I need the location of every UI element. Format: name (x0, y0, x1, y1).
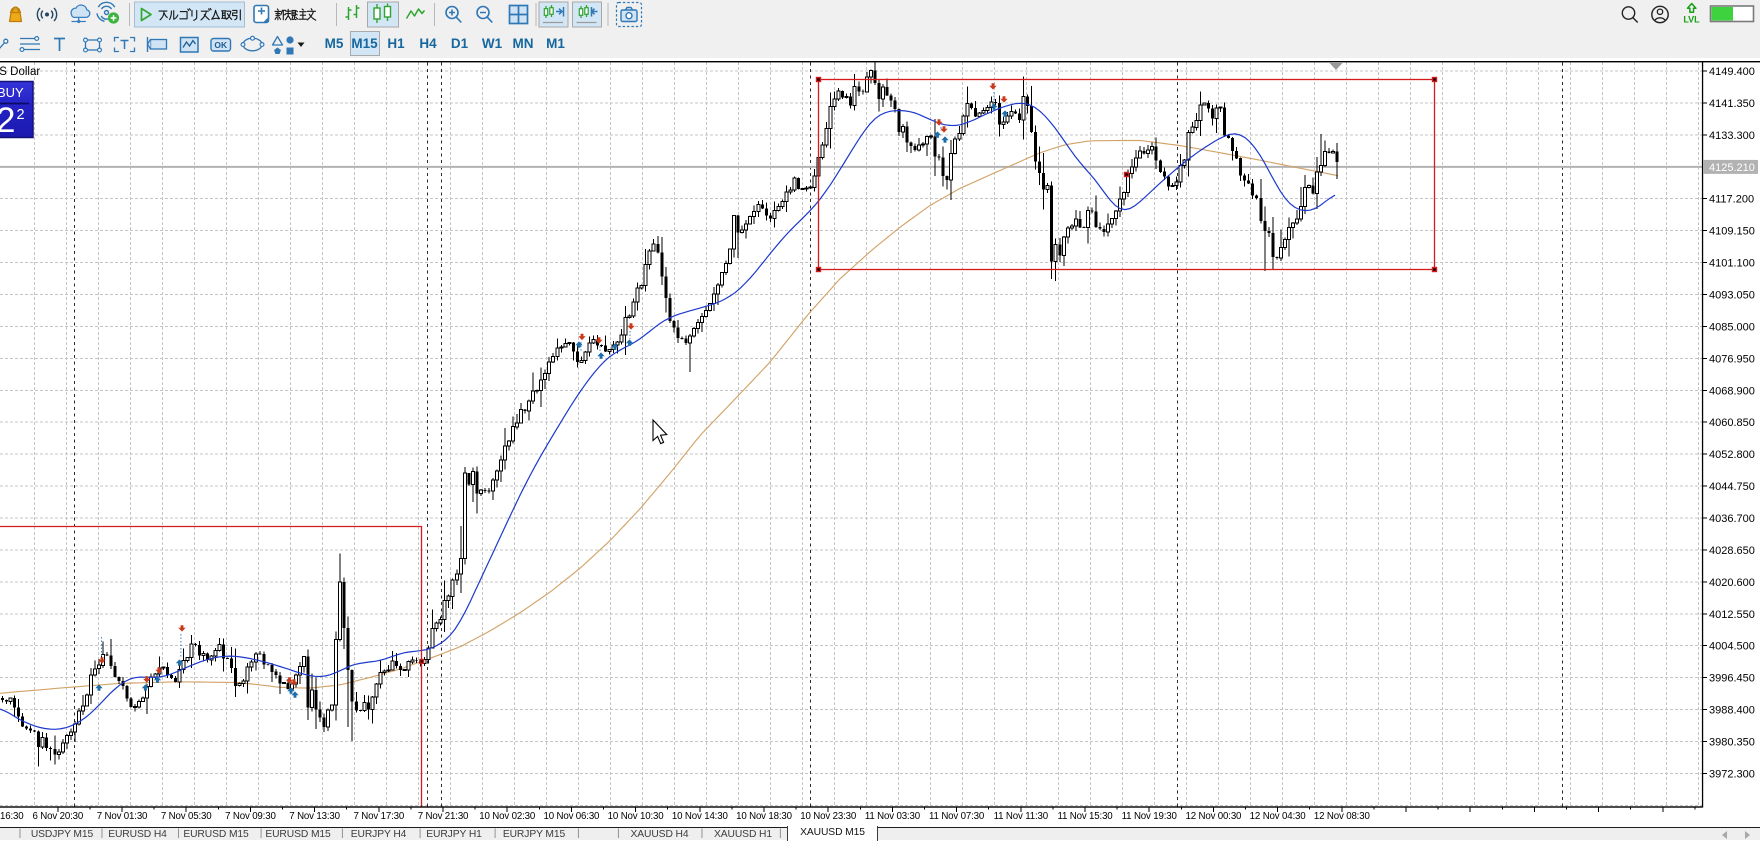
svg-text:10 Nov 02:30: 10 Nov 02:30 (479, 811, 536, 822)
svg-text:12 Nov 00:30: 12 Nov 00:30 (1185, 811, 1242, 822)
svg-text:12 Nov 08:30: 12 Nov 08:30 (1314, 811, 1371, 822)
svg-text:2: 2 (0, 101, 15, 140)
svg-text:4044.750: 4044.750 (1709, 481, 1755, 493)
svg-text:4020.600: 4020.600 (1709, 577, 1755, 589)
svg-text:10 Nov 06:30: 10 Nov 06:30 (543, 811, 600, 822)
svg-text:4060.850: 4060.850 (1709, 417, 1755, 429)
svg-text:11 Nov 03:30: 11 Nov 03:30 (865, 811, 921, 822)
svg-text:4125.210: 4125.210 (1709, 162, 1755, 174)
svg-text:3980.350: 3980.350 (1709, 737, 1755, 749)
svg-text:US Dollar: US Dollar (0, 66, 40, 78)
svg-text:11 Nov 19:30: 11 Nov 19:30 (1122, 811, 1178, 822)
svg-text:7 Nov 01:30: 7 Nov 01:30 (97, 811, 148, 822)
svg-text:6 Nov 20:30: 6 Nov 20:30 (33, 811, 84, 822)
svg-text:11 Nov 11:30: 11 Nov 11:30 (994, 811, 1049, 822)
svg-text:4076.950: 4076.950 (1709, 353, 1755, 365)
svg-text:7 Nov 05:30: 7 Nov 05:30 (161, 811, 212, 822)
svg-text:4085.000: 4085.000 (1709, 321, 1755, 333)
svg-text:4036.700: 4036.700 (1709, 513, 1755, 525)
svg-text:4149.400: 4149.400 (1709, 66, 1755, 78)
svg-text:10 Nov 10:30: 10 Nov 10:30 (608, 811, 665, 822)
svg-text:3996.450: 3996.450 (1709, 673, 1755, 685)
svg-text:3972.300: 3972.300 (1709, 769, 1755, 781)
svg-text:4141.350: 4141.350 (1709, 98, 1755, 110)
svg-text:4052.800: 4052.800 (1709, 449, 1755, 461)
svg-text:11 Nov 15:30: 11 Nov 15:30 (1057, 811, 1113, 822)
svg-text:10 Nov 18:30: 10 Nov 18:30 (736, 811, 793, 822)
svg-text:OK: OK (214, 40, 228, 50)
svg-text:4012.550: 4012.550 (1709, 609, 1755, 621)
svg-text:11 Nov 07:30: 11 Nov 07:30 (929, 811, 985, 822)
svg-text:4068.900: 4068.900 (1709, 385, 1755, 397)
svg-text:BUY: BUY (0, 85, 24, 100)
svg-text:2: 2 (17, 107, 25, 123)
svg-text:7 Nov 17:30: 7 Nov 17:30 (354, 811, 405, 822)
svg-text:7 Nov 09:30: 7 Nov 09:30 (225, 811, 276, 822)
svg-text:4028.650: 4028.650 (1709, 545, 1755, 557)
svg-text:3988.400: 3988.400 (1709, 705, 1755, 717)
svg-text:4133.300: 4133.300 (1709, 130, 1755, 142)
svg-text:LVL: LVL (1683, 15, 1700, 25)
svg-text:4117.200: 4117.200 (1709, 194, 1754, 206)
svg-text:16:30: 16:30 (0, 811, 24, 822)
svg-text:10 Nov 14:30: 10 Nov 14:30 (672, 811, 729, 822)
svg-text:4101.100: 4101.100 (1709, 258, 1755, 270)
svg-text:7 Nov 21:30: 7 Nov 21:30 (418, 811, 469, 822)
svg-text:4004.500: 4004.500 (1709, 641, 1755, 653)
svg-text:4093.050: 4093.050 (1709, 290, 1755, 302)
svg-text:12 Nov 04:30: 12 Nov 04:30 (1250, 811, 1307, 822)
svg-text:10 Nov 23:30: 10 Nov 23:30 (800, 811, 857, 822)
svg-text:4109.150: 4109.150 (1709, 226, 1755, 238)
svg-text:7 Nov 13:30: 7 Nov 13:30 (289, 811, 340, 822)
